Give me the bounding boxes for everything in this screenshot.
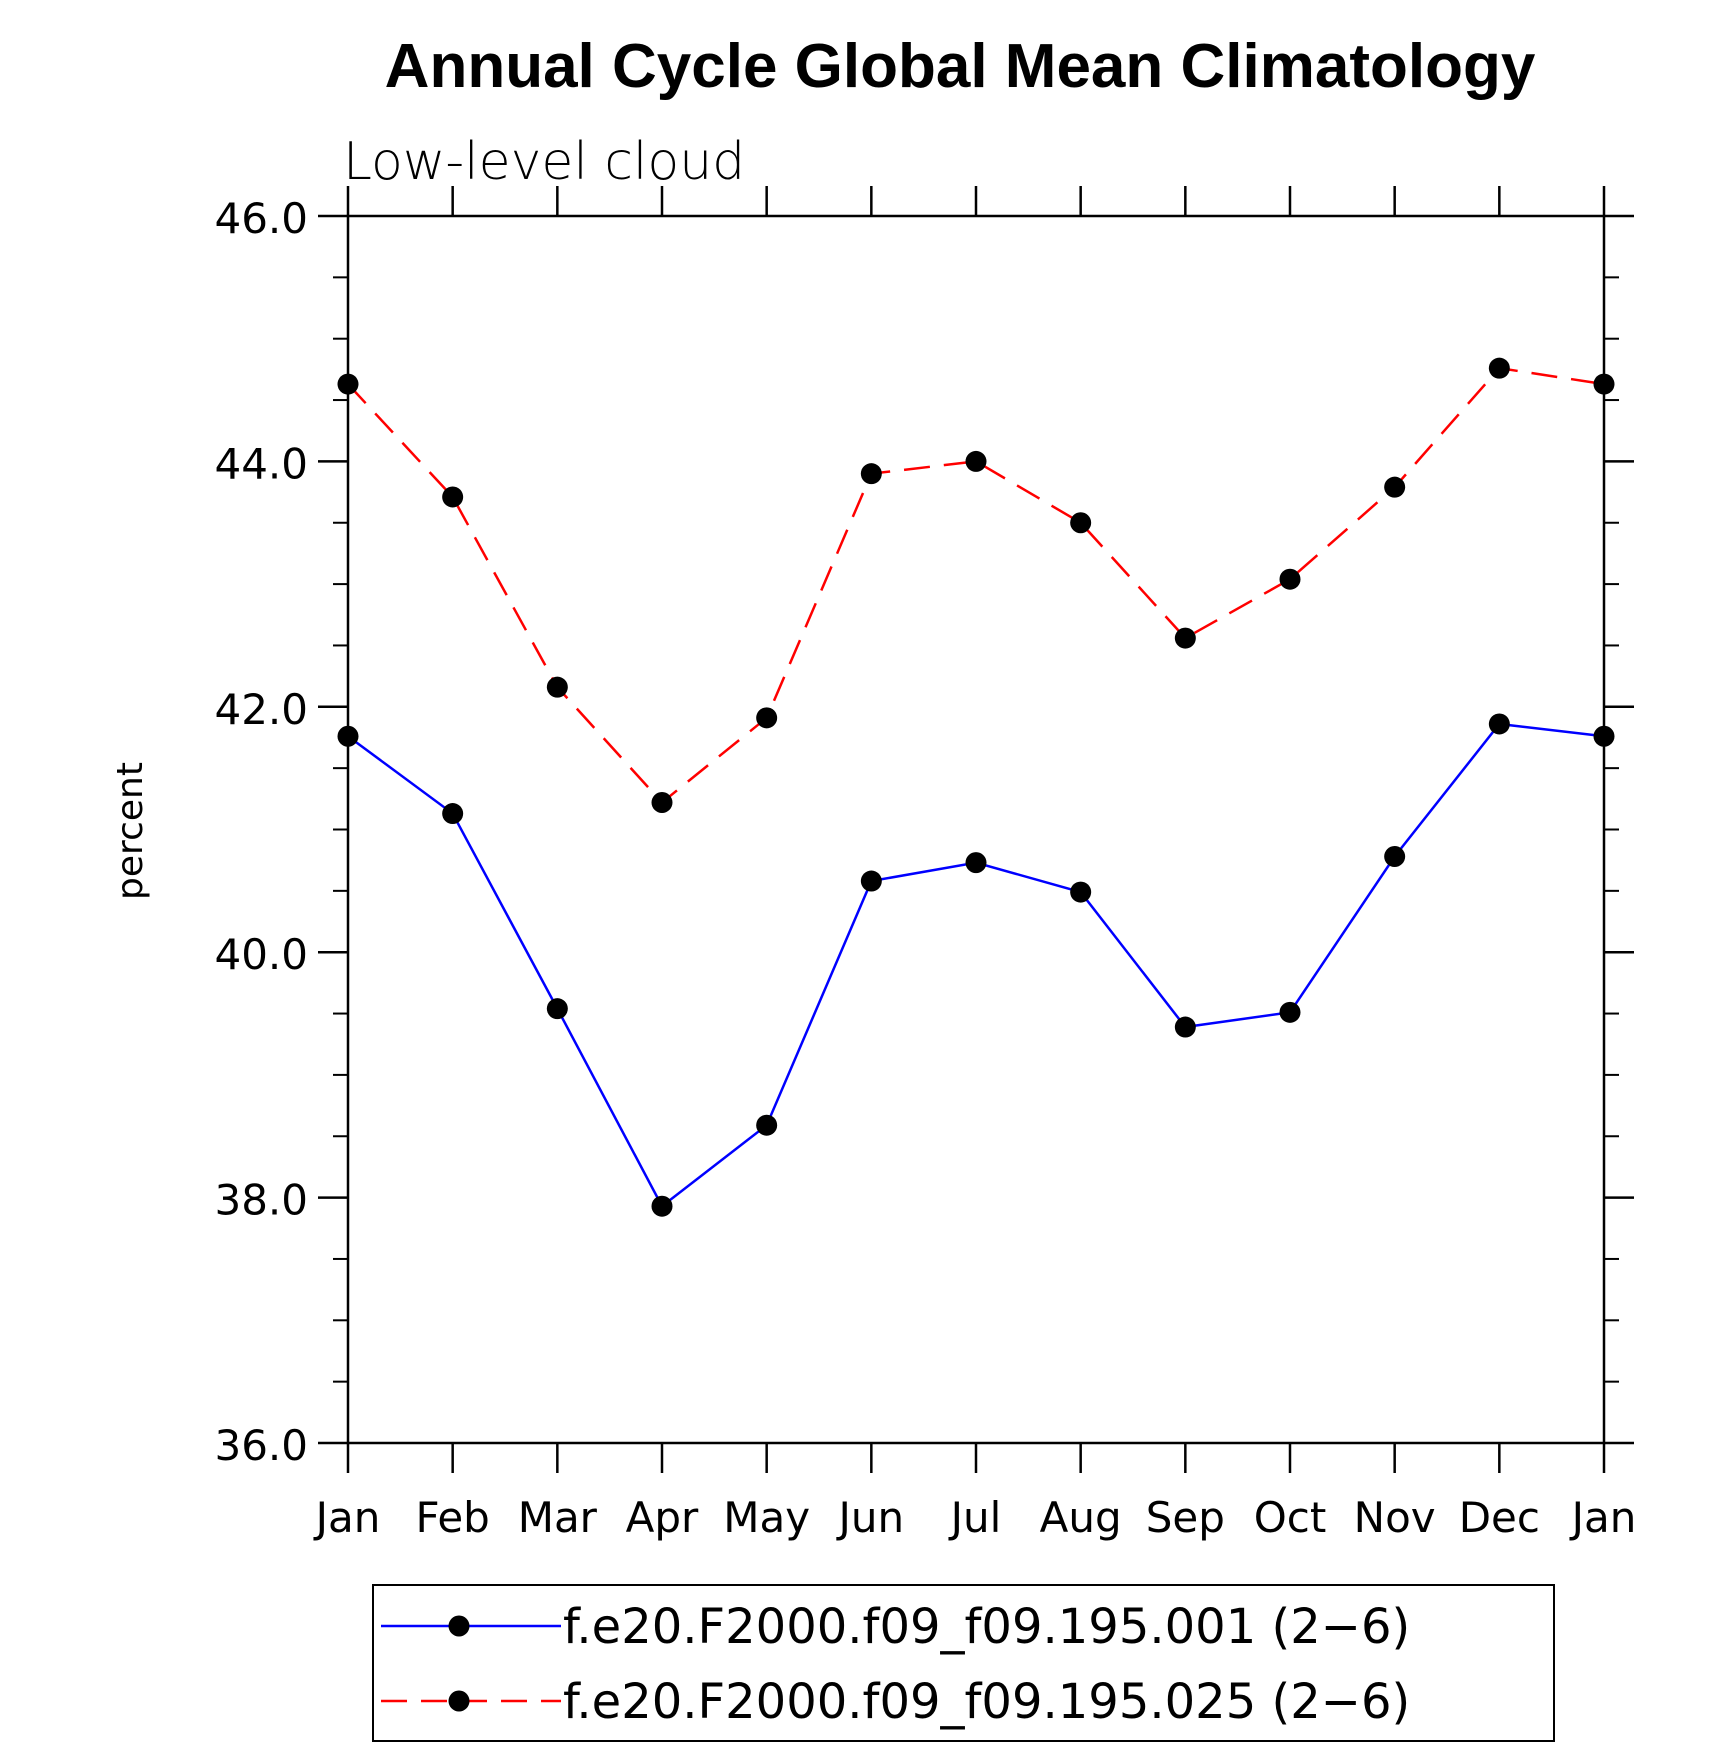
series-1-point	[1174, 1016, 1196, 1038]
y-tick-label: 46.0	[214, 194, 308, 243]
legend-label-1: f.e20.F2000.f09_f09.195.001 (2−6)	[563, 1599, 1410, 1655]
legend-marker-1	[448, 1615, 470, 1637]
series-2-point	[337, 373, 359, 395]
y-tick-label: 44.0	[214, 439, 308, 488]
series-2-point	[1070, 512, 1092, 534]
y-tick-label: 42.0	[214, 685, 308, 734]
series-1-point	[337, 725, 359, 747]
x-tick-label: Jun	[836, 1493, 905, 1542]
series-1-point	[651, 1195, 673, 1217]
series-2-point	[1174, 627, 1196, 649]
series-2-point	[965, 450, 987, 472]
x-tick-label: Feb	[415, 1493, 489, 1542]
x-tick-label: Aug	[1040, 1493, 1122, 1542]
series-1-point	[1384, 845, 1406, 867]
x-tick-label: Jul	[948, 1493, 1002, 1542]
series-2-point	[1488, 357, 1510, 379]
y-tick-label: 36.0	[214, 1421, 308, 1470]
plot-layer: Jan Feb Mar Apr May Jun Jul Aug Sep Oct Nov Dec Jan3…	[214, 186, 1636, 1542]
y-axis-label: percent	[110, 762, 151, 900]
legend-marker-2	[448, 1690, 470, 1712]
x-tick-label: Oct	[1254, 1493, 1327, 1542]
chart-title: Annual Cycle Global Mean Climatology	[385, 32, 1536, 101]
series-1-point	[756, 1114, 778, 1136]
y-tick-label: 40.0	[214, 930, 308, 979]
x-tick-label: Apr	[626, 1493, 699, 1542]
x-tick-label: May	[723, 1493, 810, 1542]
series-2-point	[756, 707, 778, 729]
series-1-point	[1070, 881, 1092, 903]
x-tick-label: Dec	[1459, 1493, 1540, 1542]
x-tick-label: Jan	[1569, 1493, 1637, 1542]
y-tick-label: 38.0	[214, 1176, 308, 1225]
series-1-point	[1279, 1001, 1301, 1023]
series-1-point	[965, 852, 987, 874]
series-2-point	[1384, 476, 1406, 498]
legend-box	[372, 1584, 1555, 1742]
x-tick-label: Mar	[518, 1493, 598, 1542]
legend-label-2: f.e20.F2000.f09_f09.195.025 (2−6)	[563, 1674, 1410, 1730]
series-1-point	[442, 803, 464, 825]
series-2-point	[442, 486, 464, 508]
legend: f.e20.F2000.f09_f09.195.001 (2−6) f.e20.F…	[372, 1584, 1555, 1742]
x-tick-label: Nov	[1354, 1493, 1436, 1542]
series-1-point	[1488, 713, 1510, 735]
series-1-point	[860, 870, 882, 892]
series-2-point	[1279, 568, 1301, 590]
series-2-point	[860, 463, 882, 485]
series-2-point	[546, 676, 568, 698]
series-2-point	[1593, 373, 1615, 395]
series-1-point	[546, 998, 568, 1020]
x-tick-label: Jan	[313, 1493, 381, 1542]
series-1-point	[1593, 725, 1615, 747]
series-line-1	[347, 722, 1605, 1209]
series-2-point	[651, 792, 673, 814]
x-tick-label: Sep	[1146, 1493, 1225, 1542]
chart-subtitle: Low-level cloud	[343, 132, 745, 192]
series-line-2	[347, 366, 1605, 805]
